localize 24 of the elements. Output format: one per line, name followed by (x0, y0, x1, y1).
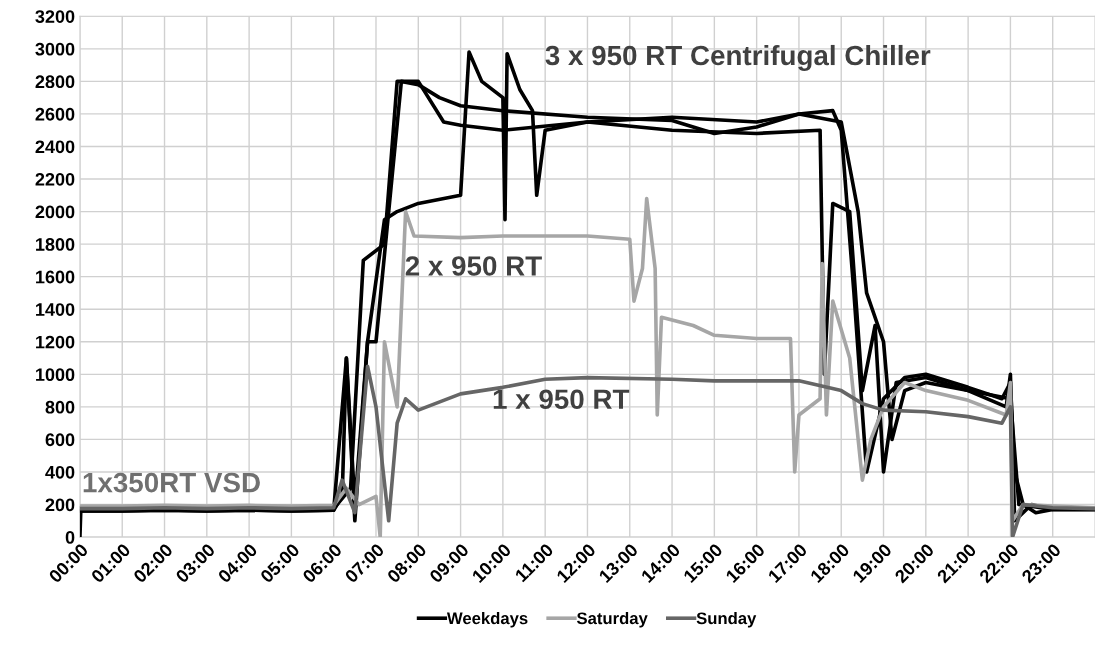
y-tick-label: 2200 (35, 172, 75, 186)
y-tick-label: 400 (45, 465, 75, 479)
y-tick-label: 1000 (36, 368, 75, 382)
annotation: 1 x 950 RT (493, 389, 630, 410)
y-tick-label: 2000 (35, 205, 75, 219)
y-tick-label: 2400 (35, 140, 75, 154)
y-tick-label: 1800 (36, 238, 75, 251)
y-tick-label: 200 (45, 498, 75, 512)
y-tick-label: 0 (65, 531, 75, 544)
y-tick-label: 800 (45, 400, 75, 414)
y-tick-label: 1600 (36, 270, 75, 284)
legend-label: Sunday (696, 611, 757, 628)
y-tick-label: 2800 (35, 75, 75, 89)
legend-label: Saturday (576, 611, 648, 628)
y-tick-label: 600 (45, 433, 75, 447)
y-tick-label: 3000 (35, 42, 75, 56)
y-tick-label: 1400 (36, 303, 75, 316)
y-tick-label: 1200 (36, 335, 75, 349)
annotation: 2 x 950 RT (405, 256, 542, 276)
annotation: 1x350RT VSD (83, 472, 260, 493)
annotation: 3 x 950 RT Centrifugal Chiller (545, 44, 931, 71)
legend-label: Weekdays (446, 611, 528, 628)
y-tick-label: 3200 (35, 10, 75, 24)
y-tick-label: 2600 (35, 107, 75, 121)
